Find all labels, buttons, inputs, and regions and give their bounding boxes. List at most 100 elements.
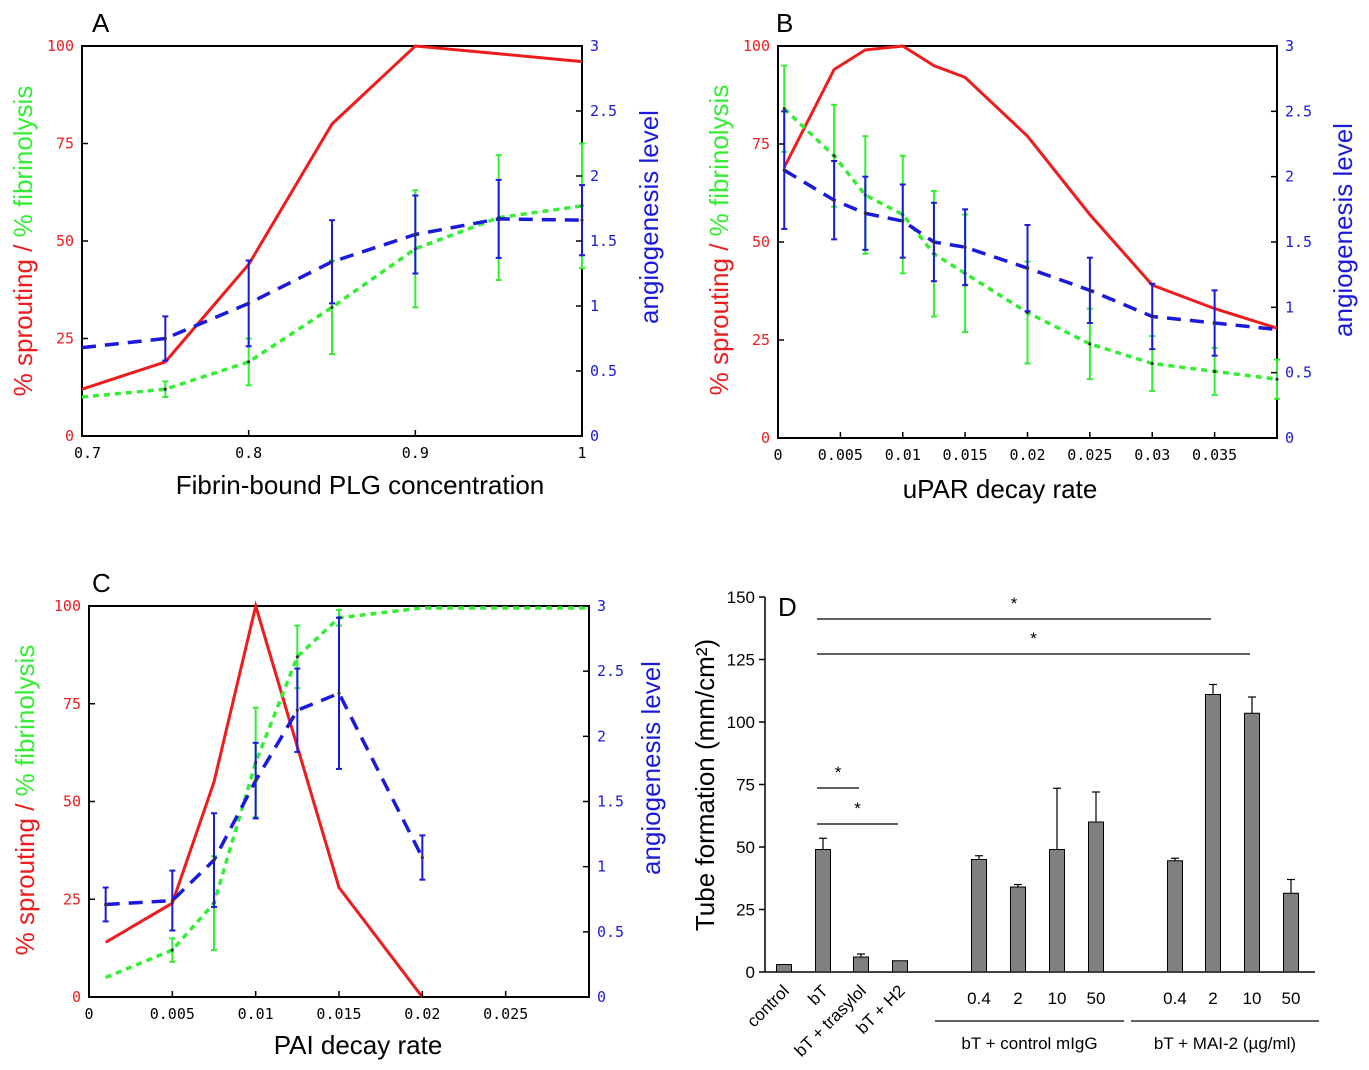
y-tick-label-left: 25 bbox=[752, 331, 770, 349]
data-point-green bbox=[295, 655, 299, 659]
y-axis-label-left: % sprouting / % fibrinolysis bbox=[704, 85, 734, 396]
bar bbox=[971, 859, 987, 973]
y-axis-label-right: angiogenesis level bbox=[1328, 123, 1358, 337]
y-label-separator: / bbox=[10, 796, 40, 818]
x-axis-label: Fibrin-bound PLG concentration bbox=[176, 470, 545, 500]
y-tick-label-right: 0.5 bbox=[597, 923, 624, 941]
y-tick-label-right: 2.5 bbox=[1285, 102, 1312, 120]
series-line-blue bbox=[105, 691, 424, 907]
x-tick-label: 0.8 bbox=[235, 444, 262, 462]
x-tick-label: 0.025 bbox=[483, 1005, 528, 1023]
bar bbox=[1283, 892, 1299, 973]
y-tick-label-left: 25 bbox=[63, 890, 81, 908]
x-category-label: 2 bbox=[1208, 989, 1217, 1008]
y-axis-label-left: % sprouting / % fibrinolysis bbox=[8, 86, 38, 397]
y-axis-label-right: angiogenesis level bbox=[634, 110, 664, 324]
x-tick-label: 0.02 bbox=[1009, 446, 1045, 464]
y-tick-label-right: 1.5 bbox=[597, 793, 624, 811]
bar bbox=[892, 960, 908, 973]
y-tick-label-left: 25 bbox=[56, 330, 74, 348]
y-tick-label-right: 1.5 bbox=[590, 232, 617, 250]
significance-star: * bbox=[835, 763, 842, 782]
x-tick-label: 0.005 bbox=[150, 1005, 195, 1023]
y-label-fibrinolysis: % fibrinolysis bbox=[704, 85, 734, 237]
y-tick-label: 75 bbox=[736, 776, 755, 795]
series-line-red bbox=[782, 44, 1278, 330]
data-point-green bbox=[330, 305, 334, 309]
x-tick-label: 0.7 bbox=[74, 444, 101, 462]
data-point-blue bbox=[1088, 288, 1092, 292]
data-point-blue bbox=[413, 232, 417, 237]
data-point-green bbox=[1275, 377, 1279, 381]
y-tick-label-right: 3 bbox=[597, 597, 606, 615]
y-tick-label-left: 0 bbox=[761, 429, 770, 447]
y-tick-label-left: 100 bbox=[47, 37, 74, 55]
significance-star: * bbox=[1011, 594, 1018, 613]
y-axis-label-left: % sprouting / % fibrinolysis bbox=[10, 645, 40, 956]
bar bbox=[1167, 860, 1183, 973]
panel-b-chart: 0 0.005 0.01 0.015 0.02 0.025 0.03 0.035 0 25 50 75… bbox=[704, 37, 1358, 504]
x-category-label: 10 bbox=[1243, 989, 1262, 1008]
data-point-blue bbox=[1213, 321, 1217, 325]
data-point-blue bbox=[212, 858, 216, 862]
data-point-blue bbox=[932, 240, 936, 244]
data-point-blue bbox=[963, 245, 967, 249]
data-point-green bbox=[1088, 342, 1092, 346]
y-tick-label-right: 0 bbox=[1285, 429, 1294, 447]
data-point-green bbox=[247, 360, 251, 364]
x-axis-label: uPAR decay rate bbox=[903, 474, 1098, 504]
group-label: bT + control mIgG bbox=[961, 1034, 1097, 1053]
y-tick-label-right: 1 bbox=[1285, 298, 1294, 316]
y-tick-label-left: 0 bbox=[72, 988, 81, 1006]
data-point-blue bbox=[863, 211, 867, 215]
x-tick-label: 0.9 bbox=[402, 444, 429, 462]
data-point-green bbox=[782, 107, 786, 111]
bar bbox=[776, 964, 792, 973]
series-line-green bbox=[782, 107, 1278, 381]
x-tick-label: 0 bbox=[773, 446, 782, 464]
y-tick-label-left: 0 bbox=[65, 427, 74, 445]
x-category-label: control bbox=[743, 981, 793, 1031]
y-tick-label-right: 1 bbox=[597, 858, 606, 876]
y-tick-label-left: 50 bbox=[752, 233, 770, 251]
y-label-fibrinolysis: % fibrinolysis bbox=[8, 86, 38, 238]
data-point-blue bbox=[782, 168, 786, 172]
y-axis-label-right: angiogenesis level bbox=[636, 661, 666, 875]
series-line-red bbox=[81, 44, 583, 391]
y-tick-label-right: 2 bbox=[597, 727, 606, 745]
data-point-blue bbox=[337, 691, 341, 695]
data-point-blue bbox=[247, 301, 251, 305]
x-category-label: 0.4 bbox=[1163, 989, 1187, 1008]
x-tick-label: 0.015 bbox=[316, 1005, 361, 1023]
y-tick-label-left: 100 bbox=[743, 37, 770, 55]
group-label: bT + MAI-2 (µg/ml) bbox=[1154, 1034, 1296, 1053]
data-point-blue bbox=[254, 779, 258, 783]
y-tick-label-left: 75 bbox=[752, 135, 770, 153]
panel-letter-c: C bbox=[92, 568, 111, 598]
x-category-label: 0.4 bbox=[967, 989, 991, 1008]
x-category-label: 2 bbox=[1013, 989, 1022, 1008]
data-point-blue bbox=[1150, 314, 1154, 319]
data-point-green bbox=[170, 948, 174, 952]
x-tick-label: 0.02 bbox=[404, 1005, 440, 1023]
y-tick-label-right: 0.5 bbox=[590, 362, 617, 380]
significance-star: * bbox=[854, 799, 861, 818]
y-tick-label: 0 bbox=[746, 963, 755, 982]
data-point-green bbox=[163, 387, 167, 391]
y-label-fibrinolysis: % fibrinolysis bbox=[10, 645, 40, 797]
data-point-blue bbox=[580, 218, 584, 222]
bar bbox=[853, 956, 869, 973]
bar bbox=[1244, 712, 1260, 973]
bar bbox=[1010, 886, 1026, 973]
y-tick-label: 50 bbox=[736, 838, 755, 857]
y-tick-label-right: 2 bbox=[1285, 168, 1294, 186]
x-category-label: bT bbox=[804, 981, 831, 1008]
y-label-sprouting: % sprouting bbox=[8, 259, 38, 396]
series-line-red bbox=[104, 600, 424, 998]
y-tick-label: 100 bbox=[727, 713, 755, 732]
y-tick-label-right: 2.5 bbox=[590, 102, 617, 120]
series-line-green bbox=[105, 606, 589, 980]
x-category-label: 50 bbox=[1282, 989, 1301, 1008]
